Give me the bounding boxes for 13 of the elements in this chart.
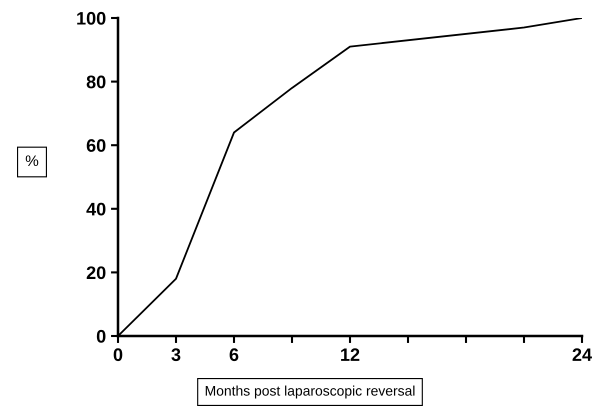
x-tick-label: 12 <box>341 348 360 361</box>
y-tick-label: 60 <box>86 139 106 152</box>
y-tick-label: 100 <box>77 12 106 25</box>
x-tick-label: 24 <box>572 348 592 361</box>
y-tick-label: 40 <box>86 202 106 216</box>
x-tick-label: 6 <box>230 348 238 362</box>
x-axis-title: Months post laparoscopic reversal <box>206 386 414 398</box>
y-tick-label: 0 <box>96 330 106 343</box>
x-tick-label: 3 <box>171 348 180 362</box>
y-axis-title: % <box>26 155 38 166</box>
y-tick-label: 20 <box>86 266 106 280</box>
x-tick-label: 0 <box>114 348 122 362</box>
y-tick-label: 80 <box>86 76 106 88</box>
